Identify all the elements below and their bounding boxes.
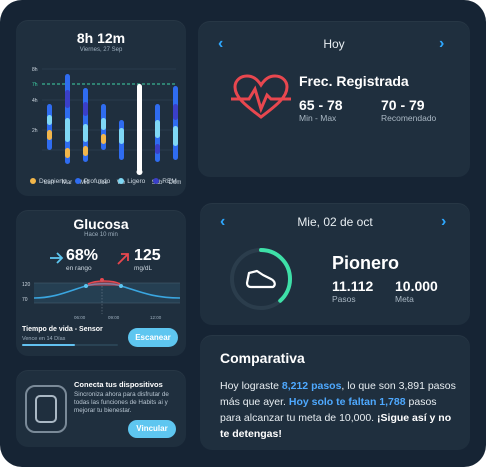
bar-mar[interactable] [65,74,70,164]
activity-card[interactable]: ‹ Mie, 02 de oct › Pionero 11.112 Pasos … [200,203,470,325]
devices-card[interactable]: Conecta tus dispositivos Sincroniza ahor… [16,370,186,447]
bar-vie-selected[interactable] [136,84,143,175]
y-tick-2h: 2h [32,128,38,134]
glucose-value: 125 [134,247,161,264]
glucose-title: Glucosa [73,216,129,232]
y-tick-8h: 8h [32,67,38,73]
legend-dot [118,178,125,184]
heart-pulse-icon [231,74,291,119]
link-button[interactable]: Vincular [128,420,176,438]
x-tick: 09:00 [108,315,120,320]
comparison-text: Hoy lograste 8,212 pasos, lo que son 3,8… [220,378,460,442]
day-label: Dom [169,180,182,186]
sleep-chart[interactable]: 8h 7h 4h 2h [16,20,186,196]
goal-label: Meta [395,294,414,304]
legend-label: Despierto [39,178,67,185]
y-tick-4h: 4h [32,98,38,104]
wristband-icon [25,385,67,433]
comparison-title: Comparativa [220,350,305,366]
legend-label: Profundo [83,178,111,185]
bar-lun[interactable] [47,104,52,150]
legend-dot [153,178,160,184]
sleep-date: Viernes, 27 Sep [79,47,123,53]
day-label: Jue [98,180,108,186]
shoe-icon [245,269,276,289]
in-range-label: en rango [66,265,92,272]
scan-button[interactable]: Escanear [128,328,178,347]
glucose-chart[interactable]: 120 70 06:00 09:00 12:00 [22,278,181,320]
arrow-up-right-icon [117,253,129,265]
steps-label: Pasos [332,294,356,304]
activity-date: Mie, 02 de oct [297,215,373,229]
y-tick-7h: 7h [32,82,38,88]
highlight-steps: 8,212 pasos [281,380,342,392]
legend-dot [74,178,81,184]
legend-dot [30,178,36,184]
sensor-title: Tiempo de vida - Sensor [22,326,103,333]
sensor-expiry: Vence en 14 Días [22,336,66,342]
goal-value: 10.000 [395,278,438,294]
devices-description: Sincroniza ahora para disfrutar de todas… [74,391,169,414]
bar-mie[interactable] [83,88,88,162]
sleep-legend: Despierto Profundo Ligero REM [30,178,177,185]
day-label: Lun [44,180,54,186]
heart-recommended-value: 70 - 79 [381,97,425,113]
text-part: Hoy lograste [220,380,282,392]
glucose-unit: mg/dL [134,265,153,272]
motivation-text: ¡Sigue así y no te detengas! [220,412,452,440]
heart-range-label: Min - Max [299,113,337,123]
chevron-right-icon[interactable]: › [439,35,445,52]
sensor-progress [22,344,118,346]
legend-label: Ligero [127,178,146,185]
x-tick: 12:00 [150,315,162,320]
arrow-right-icon [50,252,64,264]
y-tick-120: 120 [22,282,31,288]
legend-item-despierto: Despierto [30,178,67,185]
text-part: pasos para alcanzar tu meta de 10,000. [220,396,437,424]
bar-jue[interactable] [101,104,106,150]
chevron-right-icon[interactable]: › [441,213,447,230]
day-label: Mié [80,180,90,186]
chevron-left-icon[interactable]: ‹ [218,35,224,52]
y-tick-70: 70 [22,297,28,303]
devices-title: Conecta tus dispositivos [74,380,163,389]
bar-dom[interactable] [173,86,178,160]
steps-progress-ring [230,248,292,310]
bar-vie[interactable] [119,120,124,160]
steps-value: 11.112 [332,278,374,294]
heart-rate-card[interactable]: ‹ Hoy › Frec. Registrada 65 - 78 Min - M… [198,21,470,177]
bar-sab[interactable] [155,104,160,162]
heart-period: Hoy [323,37,345,51]
legend-label: REM [162,178,177,185]
glucose-card[interactable]: Glucosa Hace 10 min [16,210,186,356]
highlight-remaining: Hoy solo te faltan 1,788 [288,396,406,408]
glucose-graphics: 120 70 06:00 09:00 12:00 [22,252,181,320]
day-label: Mar [62,180,72,186]
text-part: , lo que son 3,891 pasos más que ayer. [220,380,456,408]
sensor-progress-fill [22,344,75,346]
in-range-value: 68% [66,247,99,264]
comparison-card: Comparativa Hoy lograste 8,212 pasos, lo… [200,335,470,450]
legend-item-profundo: Profundo [74,178,111,185]
sleep-duration: 8h 12m [76,30,126,46]
heart-recommended-label: Recomendado [381,113,437,123]
legend-item-rem: REM [153,178,177,185]
glucose-updated: Hace 10 min [84,232,118,238]
x-tick: 06:00 [74,315,86,320]
sleep-card[interactable]: 8h 12m Viernes, 27 Sep 8h 7h 4h 2h [16,20,186,196]
legend-item-ligero: Ligero [118,178,145,185]
activity-title: Pionero [332,253,400,273]
chevron-left-icon[interactable]: ‹ [220,213,226,230]
heart-title: Frec. Registrada [299,73,409,89]
heart-range-value: 65 - 78 [299,97,343,113]
